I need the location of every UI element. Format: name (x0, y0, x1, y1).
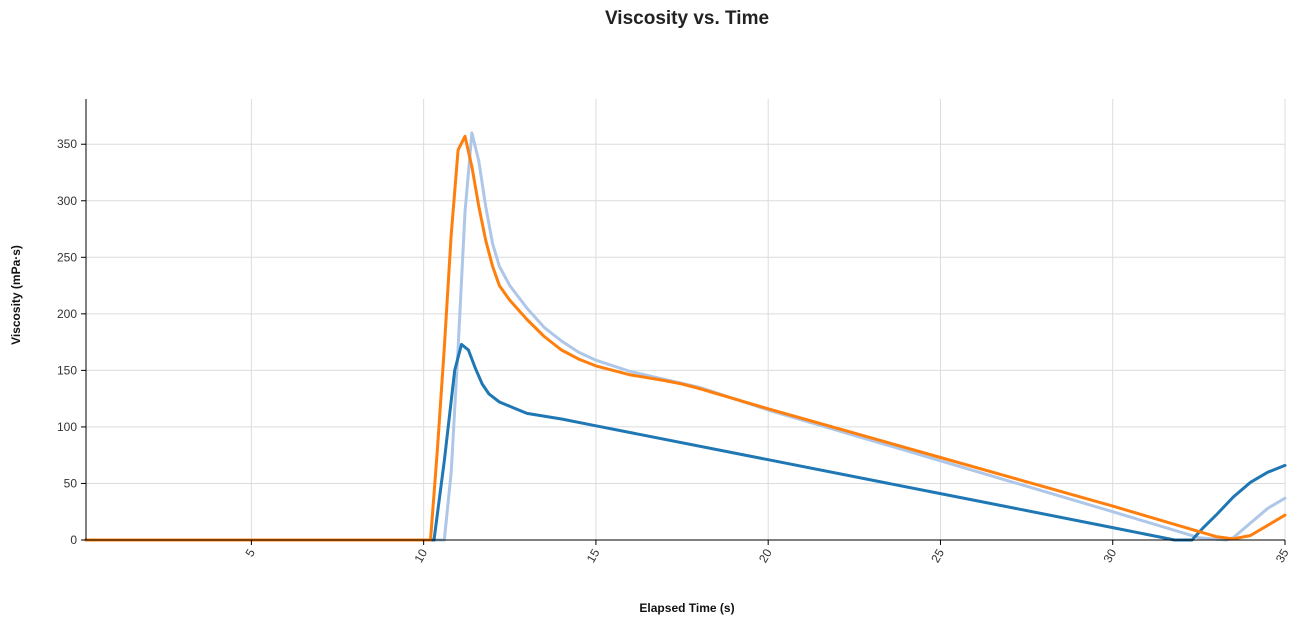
y-tick-label: 250 (57, 250, 77, 264)
y-tick-label: 0 (70, 533, 77, 547)
x-tick-label: 30 (1101, 546, 1120, 565)
series-group (84, 131, 1287, 542)
series-line-1 (84, 131, 1287, 542)
y-tick-label: 150 (57, 363, 77, 377)
x-tick-label: 35 (1273, 546, 1292, 565)
x-tick-label: 15 (584, 546, 603, 565)
x-tick-label: 20 (756, 546, 775, 565)
y-tick-label: 350 (57, 137, 77, 151)
y-axis-title: Viscosity (mPa·s) (9, 245, 23, 345)
x-tick-label: 5 (243, 546, 259, 559)
chart-title: Viscosity vs. Time (604, 8, 770, 29)
axes (85, 99, 1285, 541)
series-line-3 (84, 134, 1287, 542)
y-tick-label: 100 (57, 420, 77, 434)
x-tick-label: 25 (928, 546, 947, 565)
y-tick-label: 200 (57, 307, 77, 321)
y-tick-label: 300 (57, 194, 77, 208)
x-tick-label: 10 (411, 546, 430, 565)
series-line-2 (84, 342, 1287, 542)
x-axis-title: Elapsed Time (s) (639, 601, 734, 615)
y-tick-label: 50 (64, 476, 78, 490)
grid (86, 99, 1286, 541)
